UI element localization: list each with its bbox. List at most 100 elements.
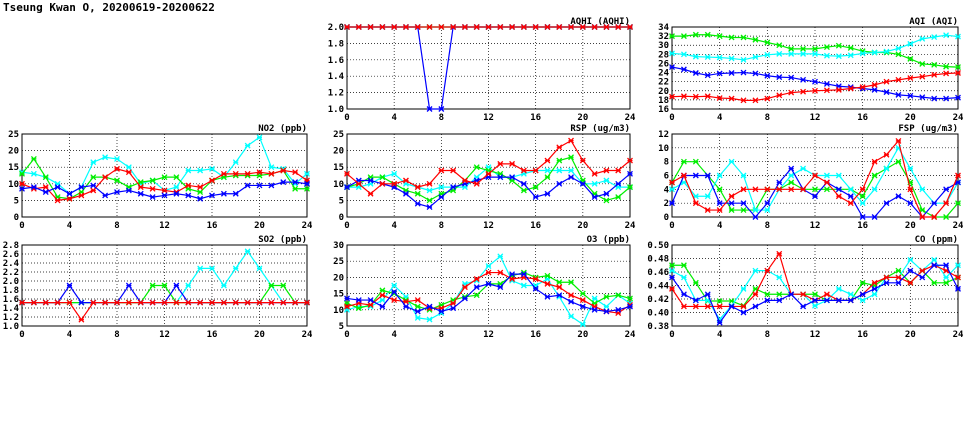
- series-red: [344, 24, 633, 30]
- series-blue: [344, 271, 633, 315]
- data-point-marker: [615, 167, 622, 174]
- y-tick-label: 18: [658, 96, 669, 106]
- data-point-marker: [943, 200, 950, 207]
- data-point-marker: [776, 186, 783, 193]
- data-point-marker: [740, 56, 747, 63]
- data-point-marker: [764, 267, 771, 274]
- x-tick-label: 4: [391, 221, 397, 231]
- data-point-marker: [197, 184, 204, 191]
- data-point-marker: [185, 167, 192, 174]
- data-point-marker: [149, 282, 156, 289]
- data-point-marker: [943, 95, 950, 102]
- data-point-marker: [367, 24, 374, 30]
- data-point-marker: [943, 279, 950, 286]
- data-point-marker: [752, 54, 759, 61]
- data-point-marker: [603, 303, 610, 310]
- series-red: [669, 70, 961, 104]
- data-point-marker: [669, 64, 675, 71]
- data-point-marker: [907, 40, 914, 47]
- data-point-marker: [473, 284, 480, 291]
- data-point-marker: [30, 299, 37, 306]
- rsp-panel: 0 5 10 15 20 25 0 4 8 12 16 20 24 RSP (ug/m3): [333, 124, 636, 231]
- data-point-marker: [473, 180, 480, 187]
- x-tick-label: 20: [905, 221, 916, 231]
- x-tick-label: 20: [577, 113, 588, 123]
- y-tick-label: 10: [8, 180, 19, 190]
- data-point-marker: [800, 303, 807, 310]
- data-point-marker: [473, 292, 480, 299]
- data-point-marker: [78, 192, 85, 199]
- data-point-marker: [680, 51, 687, 58]
- data-point-marker: [907, 165, 914, 172]
- y-tick-label: 1.2: [328, 89, 344, 99]
- data-point-marker: [907, 186, 914, 193]
- data-point-marker: [776, 50, 783, 57]
- data-point-marker: [740, 186, 747, 193]
- y-tick-label: 16: [658, 105, 669, 115]
- data-point-marker: [520, 187, 527, 194]
- data-point-marker: [280, 179, 287, 186]
- data-point-marker: [812, 45, 818, 52]
- series-red: [19, 299, 310, 323]
- data-point-marker: [669, 200, 675, 207]
- data-point-marker: [764, 297, 771, 304]
- data-point-marker: [209, 192, 215, 199]
- data-point-marker: [438, 106, 445, 112]
- data-point-marker: [835, 297, 842, 304]
- data-point-marker: [414, 190, 421, 197]
- data-point-marker: [520, 180, 527, 187]
- plot-frame: [671, 244, 959, 327]
- chart-title: CO (ppm): [915, 235, 958, 245]
- aqhi-panel: 1.0 1.2 1.4 1.6 1.8 2.0 0 4 8 12 16 20 24 AQHI (AQHI): [328, 17, 636, 123]
- data-point-marker: [90, 159, 97, 166]
- data-point-marker: [603, 177, 610, 184]
- chart-title: NO2 (ppb): [258, 124, 307, 134]
- series-red: [19, 165, 310, 204]
- data-point-marker: [955, 33, 961, 40]
- x-tick-label: 20: [254, 221, 265, 231]
- data-point-marker: [579, 297, 586, 304]
- data-point-marker: [728, 207, 735, 214]
- data-point-marker: [615, 180, 622, 187]
- x-tick-label: 0: [669, 330, 674, 340]
- data-point-marker: [220, 170, 227, 177]
- data-point-marker: [304, 180, 310, 187]
- data-point-marker: [292, 179, 299, 186]
- data-point-marker: [800, 76, 807, 83]
- data-point-marker: [256, 299, 263, 306]
- data-point-marker: [823, 52, 830, 59]
- data-point-marker: [344, 170, 350, 177]
- x-tick-label: 8: [114, 221, 119, 231]
- data-point-marker: [438, 167, 445, 174]
- x-tick-label: 4: [717, 221, 723, 231]
- data-point-marker: [752, 303, 759, 310]
- data-point-marker: [256, 169, 263, 176]
- data-point-marker: [102, 154, 109, 161]
- data-point-marker: [391, 289, 398, 295]
- data-point-marker: [520, 282, 527, 289]
- y-tick-label: 32: [658, 32, 669, 42]
- data-point-marker: [871, 172, 878, 179]
- plot-frame: [21, 133, 308, 218]
- data-point-marker: [919, 73, 926, 80]
- x-tick-label: 8: [765, 113, 770, 123]
- data-point-marker: [835, 285, 842, 292]
- data-point-marker: [209, 299, 215, 306]
- y-tick-label: 20: [658, 87, 669, 97]
- data-point-marker: [568, 24, 575, 30]
- y-tick-label: 25: [333, 257, 344, 267]
- data-point-marker: [367, 177, 374, 184]
- data-point-marker: [426, 303, 433, 310]
- data-point-marker: [256, 134, 263, 141]
- data-point-marker: [402, 177, 409, 184]
- x-tick-label: 16: [530, 113, 541, 123]
- y-tick-label: 1.2: [3, 313, 19, 323]
- series-red: [344, 137, 633, 197]
- data-point-marker: [716, 303, 723, 310]
- y-tick-label: 15: [333, 290, 344, 300]
- y-tick-label: 0.48: [647, 255, 669, 265]
- data-point-marker: [485, 170, 492, 177]
- data-point-marker: [788, 45, 795, 52]
- series-blue: [669, 64, 961, 102]
- series-cyan: [669, 32, 961, 63]
